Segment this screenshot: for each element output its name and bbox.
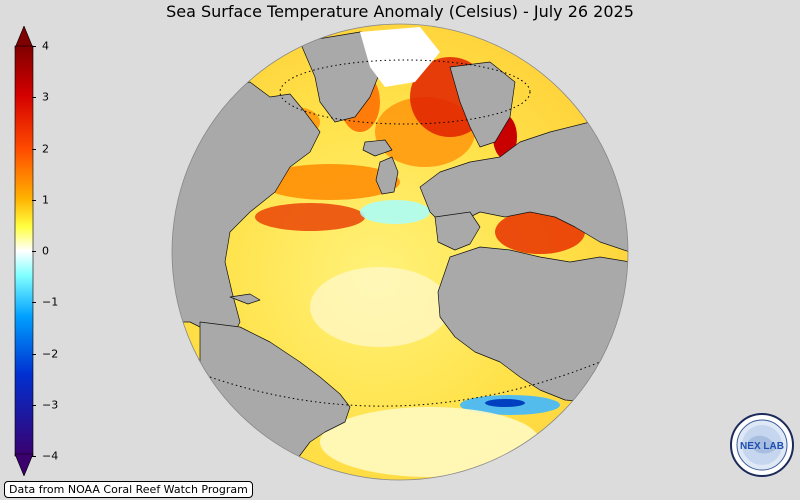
colorbar-tick-label: 2 bbox=[42, 142, 49, 155]
globe-outline bbox=[171, 23, 629, 481]
colorbar-tick-mark bbox=[32, 199, 36, 201]
colorbar-tick-mark bbox=[32, 404, 36, 406]
warm-anomaly-north-atlantic bbox=[260, 164, 400, 200]
colorbar-tick-label: −2 bbox=[42, 347, 59, 360]
latitude-line-tropic bbox=[209, 361, 601, 407]
landmass-scandinavia bbox=[449, 61, 516, 148]
data-credit: Data from NOAA Coral Reef Watch Program bbox=[4, 481, 253, 498]
colorbar-tick-mark bbox=[32, 456, 36, 457]
warm-anomaly-gulf-stream bbox=[255, 203, 365, 231]
pale-anomaly-south-atlantic bbox=[320, 407, 540, 477]
nex-lab-logo: NEX LAB bbox=[730, 413, 794, 477]
landmass-iceland bbox=[362, 139, 393, 157]
landmass-iberia bbox=[434, 211, 481, 251]
cool-anomaly-mid-atlantic bbox=[360, 200, 430, 224]
colorbar-tick-label: 0 bbox=[42, 244, 49, 258]
colorbar-tick-label: −1 bbox=[42, 295, 59, 309]
landmass-british-isles bbox=[375, 156, 399, 195]
pale-anomaly-central bbox=[310, 267, 450, 347]
colorbar-tick-mark bbox=[32, 302, 36, 304]
globe-map bbox=[171, 23, 629, 481]
colorbar-tick-label: 4 bbox=[42, 39, 49, 53]
colorbar-tick-label: 1 bbox=[42, 193, 49, 207]
colorbar bbox=[14, 26, 34, 476]
cool-anomaly-equatorial-core bbox=[485, 399, 525, 407]
map-title: Sea Surface Temperature Anomaly (Celsius… bbox=[166, 2, 634, 21]
colorbar-tick-mark bbox=[32, 97, 36, 99]
svg-text:NEX LAB: NEX LAB bbox=[740, 441, 784, 452]
landmass-caribbean bbox=[229, 293, 261, 305]
arctic-sea-ice bbox=[360, 27, 440, 87]
colorbar-tick-label: 3 bbox=[42, 90, 49, 104]
colorbar-tick-mark bbox=[32, 353, 36, 355]
colorbar-tick-mark bbox=[32, 251, 36, 252]
colorbar-tick-label: −4 bbox=[42, 449, 59, 463]
latitude-line-arctic bbox=[279, 59, 531, 125]
colorbar-tick-mark bbox=[32, 46, 36, 47]
colorbar-tick-label: −3 bbox=[42, 398, 59, 412]
colorbar-tick-mark bbox=[32, 148, 36, 150]
